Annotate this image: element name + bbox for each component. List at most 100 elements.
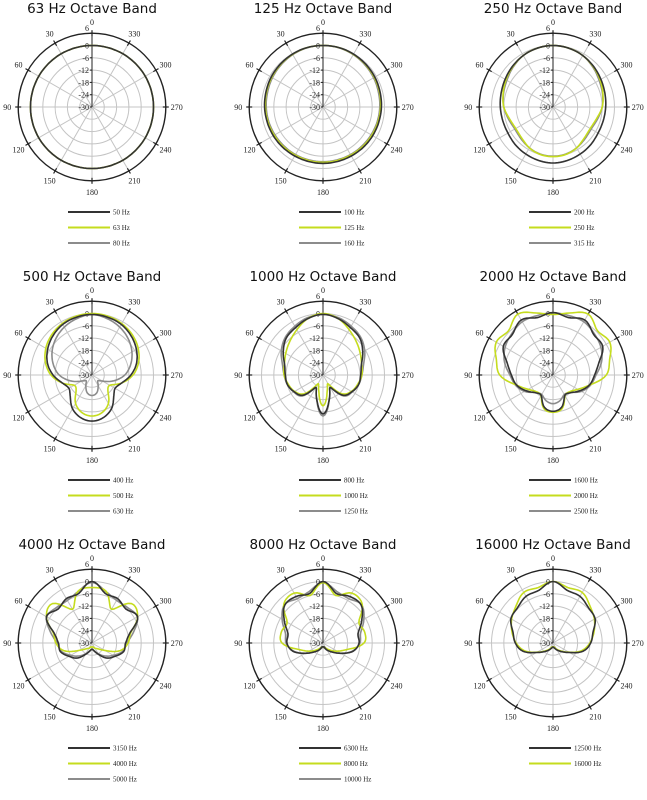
radial-tick-label: -18 (539, 614, 550, 623)
series-curve-500-hz (44, 312, 140, 417)
series-curve-2000-hz (494, 311, 612, 414)
angle-tick (614, 336, 620, 341)
angle-tick (384, 604, 390, 609)
radial-tick-label: 6 (316, 24, 320, 33)
angle-tick (25, 68, 31, 73)
series-curve-200-hz (499, 44, 607, 164)
legend-label: 16000 Hz (574, 760, 601, 768)
angle-tick (357, 168, 362, 174)
angle-tick-label: 240 (390, 413, 402, 422)
grid-spoke (91, 578, 130, 644)
angle-tick (587, 40, 592, 46)
angle-tick (384, 68, 390, 73)
radial-tick-label: 6 (546, 24, 550, 33)
angle-tick (357, 308, 362, 314)
angle-tick-label: 330 (128, 566, 140, 575)
angle-tick (357, 436, 362, 442)
angle-tick-label: 60 (476, 329, 484, 338)
angle-tick (486, 336, 492, 341)
grid-spoke (322, 310, 361, 376)
chart-title: 500 Hz Octave Band (23, 269, 161, 285)
legend-label: 200 Hz (574, 209, 594, 217)
angle-tick (384, 336, 390, 341)
radial-tick-label: -12 (539, 66, 550, 75)
angle-tick-label: 150 (505, 444, 517, 453)
radial-tick-label: -24 (78, 627, 89, 636)
radial-tick-label: -30 (309, 371, 320, 380)
angle-tick-label: 90 (234, 103, 242, 112)
grid-spoke (91, 605, 157, 644)
legend-label: 1000 Hz (344, 492, 368, 500)
radial-tick-label: -18 (78, 346, 89, 355)
angle-tick (357, 576, 362, 582)
angle-tick-label: 300 (390, 329, 402, 338)
angle-tick-label: 240 (620, 413, 632, 422)
legend-label: 1600 Hz (574, 477, 598, 485)
angle-tick-label: 0 (321, 286, 325, 295)
chart-title: 63 Hz Octave Band (27, 1, 157, 17)
angle-tick-label: 330 (128, 30, 140, 39)
angle-tick (284, 436, 289, 442)
chart-title: 250 Hz Octave Band (484, 1, 622, 17)
radial-tick-label: -12 (78, 602, 89, 611)
radial-tick-label: -24 (309, 91, 320, 100)
angle-tick-label: 30 (507, 30, 515, 39)
series-curve-800-hz (282, 313, 364, 415)
series-curve-2500-hz (503, 312, 603, 405)
angle-tick-label: 120 (244, 681, 256, 690)
angle-tick-label: 210 (359, 444, 371, 453)
angle-tick (53, 40, 58, 46)
angle-tick-label: 240 (159, 681, 171, 690)
grid-spoke (285, 642, 324, 708)
angle-tick (384, 677, 390, 682)
angle-tick-label: 120 (474, 413, 486, 422)
angle-tick (587, 576, 592, 582)
angle-tick-label: 150 (275, 712, 287, 721)
angle-tick-label: 330 (359, 298, 371, 307)
series-curve-100-hz (263, 44, 383, 165)
angle-tick-label: 30 (46, 298, 54, 307)
angle-tick-label: 30 (507, 298, 515, 307)
radial-tick-label: -30 (539, 103, 550, 112)
angle-tick (53, 576, 58, 582)
angle-tick-label: 270 (632, 639, 644, 648)
angle-tick-label: 0 (321, 18, 325, 27)
angle-tick (153, 68, 159, 73)
angle-tick (614, 677, 620, 682)
angle-tick-label: 30 (277, 30, 285, 39)
grid-spoke (552, 578, 591, 644)
angle-tick-label: 150 (505, 712, 517, 721)
angle-tick (384, 141, 390, 146)
angle-tick-label: 150 (505, 176, 517, 185)
legend-label: 8000 Hz (344, 760, 368, 768)
radial-tick-label: -12 (539, 334, 550, 343)
grid-spoke (322, 106, 388, 145)
legend-label: 160 Hz (344, 240, 364, 248)
angle-tick-label: 330 (128, 298, 140, 307)
radial-tick-label: -30 (78, 639, 89, 648)
grid-spoke (515, 374, 554, 440)
angle-tick-label: 0 (551, 554, 555, 563)
grid-spoke (27, 605, 93, 644)
angle-tick-label: 0 (90, 286, 94, 295)
angle-tick (126, 704, 131, 710)
angle-tick-label: 120 (13, 413, 25, 422)
angle-tick-label: 120 (13, 681, 25, 690)
grid-spoke (488, 106, 554, 145)
angle-tick (614, 409, 620, 414)
angle-tick (587, 704, 592, 710)
angle-tick-label: 90 (464, 639, 472, 648)
radial-tick-label: -12 (78, 334, 89, 343)
angle-tick-label: 120 (474, 681, 486, 690)
angle-tick (614, 141, 620, 146)
angle-tick (126, 40, 131, 46)
angle-tick-label: 30 (46, 566, 54, 575)
radial-tick-label: -6 (313, 322, 320, 331)
angle-tick-label: 330 (359, 566, 371, 575)
angle-tick (486, 409, 492, 414)
angle-tick-label: 180 (86, 456, 98, 465)
angle-tick-label: 90 (3, 103, 11, 112)
angle-tick-label: 270 (171, 103, 183, 112)
radial-tick-label: 6 (316, 560, 320, 569)
